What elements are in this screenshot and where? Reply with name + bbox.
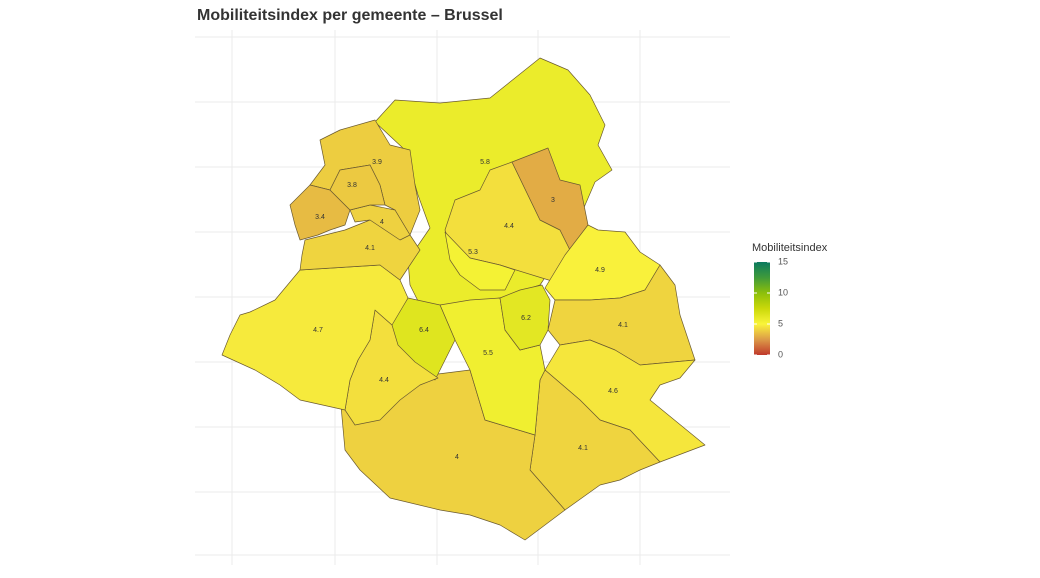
legend-title: Mobiliteitsindex [752, 242, 828, 254]
region-label: 4 [455, 454, 459, 461]
region [339, 369, 566, 541]
region-label: 6.2 [521, 315, 531, 322]
region [349, 204, 411, 241]
region-label: 4.6 [608, 388, 618, 395]
region-label: 6.4 [419, 327, 429, 334]
region-label: 4 [380, 219, 384, 226]
region-label: 4.1 [365, 245, 375, 252]
region-label: 4.4 [504, 223, 514, 230]
region-label: 4.9 [595, 267, 605, 274]
colorbar [754, 262, 770, 355]
region-label: 3 [551, 197, 555, 204]
colorbar-tick-label: 0 [778, 349, 783, 359]
regions [221, 57, 706, 541]
region-label: 3.9 [372, 159, 382, 166]
region-label: 4.7 [313, 327, 323, 334]
region-label: 4.1 [578, 445, 588, 452]
region [329, 164, 386, 211]
region-labels: 5.8 3 4.4 5.3 4.9 4.1 6.2 4.6 4.1 4 5.5 … [313, 159, 628, 461]
region-label: 3.8 [347, 182, 357, 189]
region-label: 5.3 [468, 249, 478, 256]
colorbar-tick-label: 5 [778, 318, 783, 328]
region-label: 3.4 [315, 214, 325, 221]
colorbar-tick-label: 10 [778, 287, 788, 297]
colorbar-tick-label: 15 [778, 256, 788, 266]
region [444, 231, 516, 291]
region [499, 284, 551, 351]
region-label: 4.4 [379, 377, 389, 384]
region [221, 264, 409, 411]
map-title: Mobiliteitsindex per gemeente – Brussel [197, 7, 503, 24]
region-label: 5.8 [480, 159, 490, 166]
region [299, 219, 421, 281]
region-label: 4.1 [618, 322, 628, 329]
region [289, 184, 351, 241]
region-label: 5.5 [483, 350, 493, 357]
